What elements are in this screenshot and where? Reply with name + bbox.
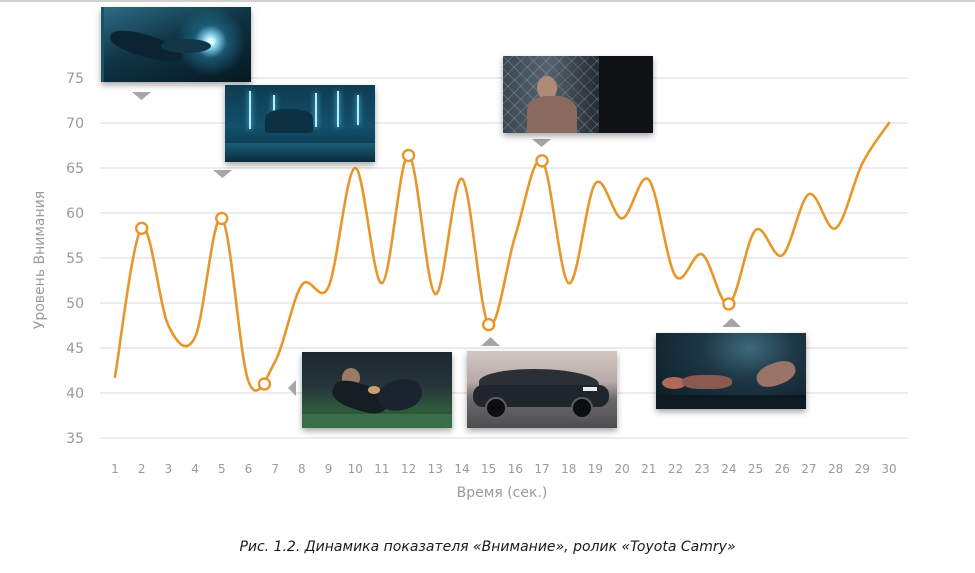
y-axis-title: Уровень Внимания — [32, 191, 48, 329]
x-tick-23: 23 — [695, 462, 710, 476]
rugby-scene-image — [302, 352, 452, 428]
x-tick-27: 27 — [801, 462, 816, 476]
x-tick-4: 4 — [191, 462, 199, 476]
x-tick-16: 16 — [508, 462, 523, 476]
x-tick-3: 3 — [165, 462, 173, 476]
parking-scene-pointer — [213, 170, 232, 178]
x-tick-17: 17 — [534, 462, 549, 476]
hands-scene-pointer — [132, 92, 151, 100]
x-tick-28: 28 — [828, 462, 843, 476]
x-tick-18: 18 — [561, 462, 576, 476]
x-tick-30: 30 — [881, 462, 896, 476]
y-axis-ticks: 35 40 45 50 55 60 65 70 75 — [66, 71, 84, 447]
x-tick-24: 24 — [721, 462, 736, 476]
rugby-scene-pointer — [288, 380, 296, 396]
x-tick-9: 9 — [325, 462, 333, 476]
x-tick-14: 14 — [454, 462, 469, 476]
camry-car-scene-image — [467, 351, 617, 428]
x-tick-22: 22 — [668, 462, 683, 476]
y-tick-55: 55 — [66, 251, 84, 267]
y-tick-75: 75 — [66, 71, 84, 87]
highlight-point-2 — [134, 221, 149, 236]
y-tick-65: 65 — [66, 161, 84, 177]
y-tick-50: 50 — [66, 296, 84, 312]
highlight-point-17 — [535, 154, 549, 168]
x-tick-6: 6 — [245, 462, 253, 476]
cage-fight-scene-image — [503, 56, 653, 133]
top-rule — [0, 0, 975, 2]
x-tick-15: 15 — [481, 462, 496, 476]
x-tick-19: 19 — [588, 462, 603, 476]
x-tick-21: 21 — [641, 462, 656, 476]
parking-scene-image — [225, 85, 375, 162]
x-tick-1: 1 — [111, 462, 119, 476]
highlighted-points — [134, 148, 736, 391]
x-tick-29: 29 — [855, 462, 870, 476]
camry-car-scene-pointer — [481, 337, 500, 346]
frame-pointers — [132, 92, 741, 396]
figure-caption: Рис. 1.2. Динамика показателя «Внимание»… — [239, 539, 736, 555]
highlight-point-24 — [722, 297, 736, 311]
x-tick-8: 8 — [298, 462, 306, 476]
hands-scene-image — [101, 7, 251, 82]
x-tick-12: 12 — [401, 462, 416, 476]
y-tick-70: 70 — [66, 116, 84, 132]
x-tick-13: 13 — [428, 462, 443, 476]
highlight-point-5 — [215, 211, 229, 226]
y-tick-45: 45 — [66, 341, 84, 357]
x-tick-26: 26 — [775, 462, 790, 476]
x-tick-25: 25 — [748, 462, 763, 476]
x-tick-5: 5 — [218, 462, 226, 476]
x-axis-title: Время (сек.) — [457, 485, 548, 501]
attention-series-line — [113, 121, 891, 392]
x-tick-11: 11 — [374, 462, 389, 476]
highlight-point-15 — [481, 317, 496, 332]
x-tick-2: 2 — [138, 462, 146, 476]
cage-fight-scene-pointer — [532, 139, 551, 147]
x-tick-7: 7 — [271, 462, 279, 476]
y-tick-35: 35 — [66, 431, 84, 447]
x-tick-10: 10 — [348, 462, 363, 476]
knockout-scene-image — [656, 333, 806, 409]
knockout-scene-pointer — [722, 318, 741, 327]
x-tick-20: 20 — [614, 462, 629, 476]
highlight-point-6.6 — [257, 377, 272, 391]
highlight-point-12 — [401, 148, 416, 163]
y-tick-60: 60 — [66, 206, 84, 222]
x-axis-ticks: 1 2 3 4 5 6 7 8 9 10 11 12 13 14 15 16 17 18 19 20 21 22 23 24 2… — [111, 462, 896, 476]
y-tick-40: 40 — [66, 386, 84, 402]
